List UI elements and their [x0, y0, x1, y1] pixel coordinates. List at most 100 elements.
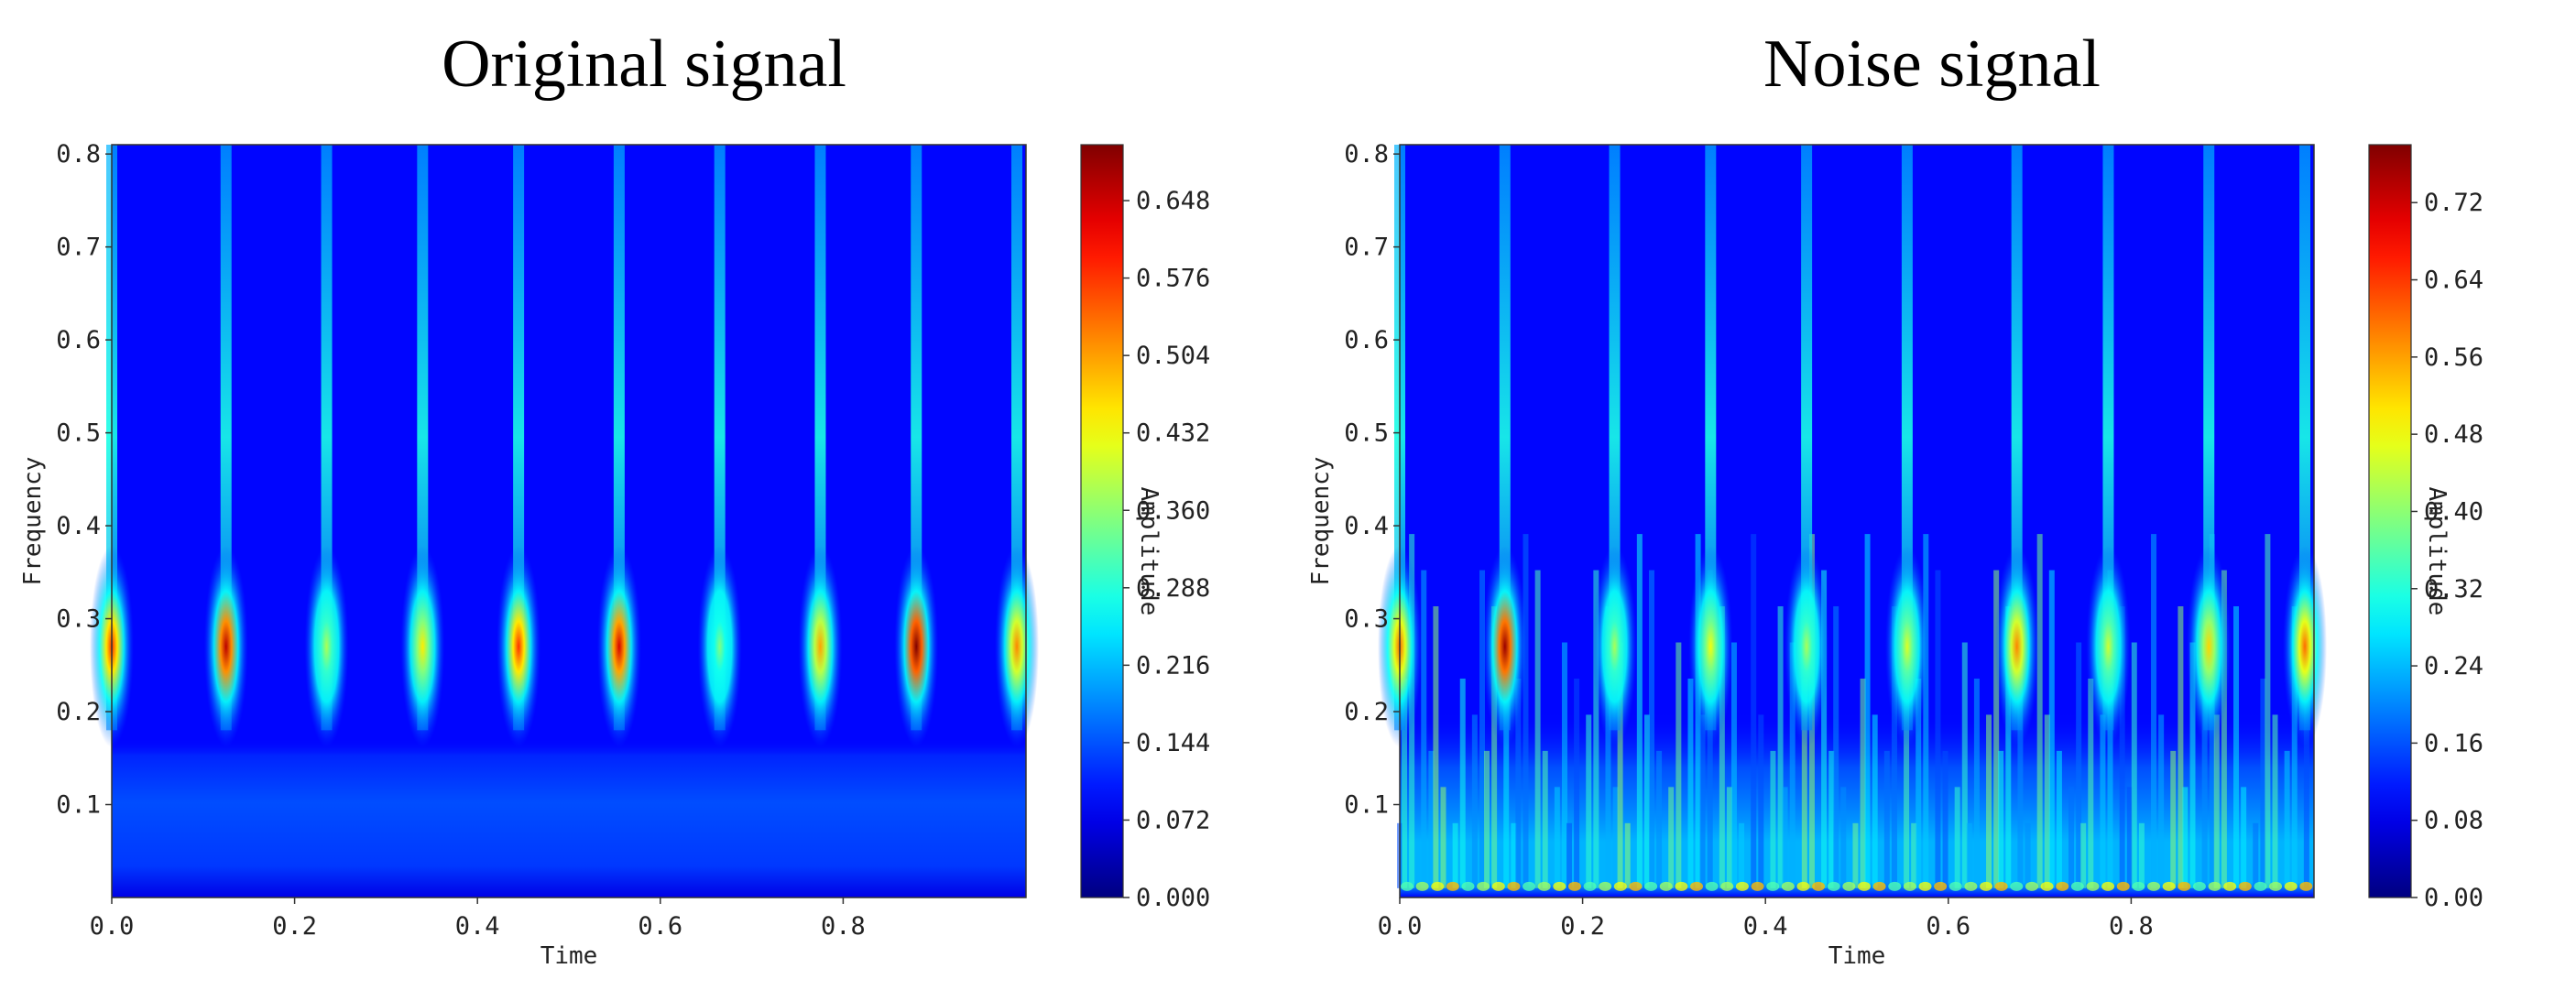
colorbar-tick-label: 0.000 [1136, 884, 1210, 912]
noise-blob [1507, 881, 1521, 891]
noise-streak [1961, 642, 1968, 888]
x-tick-label: 0.0 [90, 912, 135, 941]
y-tick-label: 0.6 [1344, 326, 1389, 354]
noise-streak [1586, 714, 1592, 888]
y-tick-label: 0.1 [1344, 791, 1389, 820]
noise-streak [1872, 714, 1878, 888]
noise-blob [1583, 881, 1597, 891]
noise-streak [2131, 642, 2137, 888]
noise-blob [1629, 881, 1643, 891]
x-tick-label: 0.8 [821, 912, 866, 941]
noise-streak [1942, 750, 1948, 888]
colorbar-tick-label: 0.40 [2424, 497, 2483, 526]
noise-streak [1561, 642, 1567, 888]
colorbar [1080, 144, 1124, 898]
noise-blob [2284, 881, 2298, 891]
event-mark [2187, 145, 2232, 747]
noise-streak [1479, 570, 1485, 888]
noise-streak [1904, 642, 1910, 888]
noise-streak [1421, 570, 1427, 888]
x-tick-label: 0.6 [1926, 912, 1970, 941]
noise-blob [2254, 881, 2267, 891]
noise-streak [2291, 606, 2298, 888]
noise-streak [1993, 570, 2000, 888]
noise-blob [1888, 881, 1902, 891]
noise-streak [1923, 534, 1929, 888]
noise-blob [1842, 881, 1856, 891]
colorbar-tick-label: 0.64 [2424, 267, 2483, 295]
noise-streak [2158, 714, 2165, 888]
noise-blob [1735, 881, 1749, 891]
noise-blob [1751, 881, 1764, 891]
event-mark [304, 145, 349, 747]
noise-streak [1523, 534, 1529, 888]
noise-streak [1643, 714, 1650, 888]
noise-blob [2178, 881, 2191, 891]
noise-blob [2056, 881, 2069, 891]
y-tick-label: 0.5 [1344, 419, 1389, 448]
noise-streak [2170, 750, 2177, 888]
noise-blob [1781, 881, 1795, 891]
y-tick-label: 0.2 [56, 698, 101, 726]
noise-streak [1840, 787, 1847, 888]
colorbar-tick-label: 0.432 [1136, 419, 1210, 448]
noise-streak [2272, 714, 2278, 888]
event-mark [1592, 145, 1637, 747]
noise-blob [1553, 881, 1566, 891]
noise-streak [2080, 822, 2087, 888]
noise-blob [2223, 881, 2237, 891]
noise-streak [1542, 750, 1548, 888]
noise-streak [2178, 606, 2184, 888]
x-tick-label: 0.4 [1743, 912, 1788, 941]
event-mark [2283, 145, 2328, 747]
noise-blob [1644, 881, 1658, 891]
noise-streak [1726, 787, 1732, 888]
y-tick-label: 0.7 [1344, 234, 1389, 262]
noise-streak [1459, 678, 1466, 888]
noise-blob [1446, 881, 1459, 891]
noise-blob [1705, 881, 1719, 891]
noise-streak [1675, 642, 1682, 888]
event-mark [798, 145, 843, 747]
panel-original-signal: Original signal 0.1 0.2 0.3 0.4 0.5 0.6 0.7 0.8… [19, 27, 1210, 970]
noise-streak [1612, 787, 1619, 888]
noise-streak [1911, 822, 1917, 888]
y-axis-label: Frequency [1307, 457, 1335, 586]
noise-streak [1433, 606, 1439, 888]
noise-blob [1872, 881, 1886, 891]
colorbar-tick-label: 0.216 [1136, 651, 1210, 680]
noise-blob [1720, 881, 1734, 891]
noise-blob [2116, 881, 2130, 891]
noise-blob [2238, 881, 2252, 891]
noise-streak [2068, 787, 2075, 888]
noise-blob [1599, 881, 1612, 891]
event-mark [995, 145, 1040, 747]
noise-blob [1613, 881, 1627, 891]
colorbar-tick-label: 0.56 [2424, 343, 2483, 372]
colorbar-tick-label: 0.72 [2424, 189, 2483, 217]
noise-streak [2201, 678, 2208, 888]
noise-blob [1980, 881, 1993, 891]
noise-streak [2119, 606, 2125, 888]
noise-streak [1617, 642, 1623, 888]
noise-blob [2132, 881, 2145, 891]
event-mark [894, 145, 939, 747]
noise-streak [2048, 570, 2055, 888]
colorbar-tick-label: 0.24 [2424, 652, 2483, 680]
noise-blob [2147, 881, 2161, 891]
colorbar-tick-label: 0.16 [2424, 729, 2483, 757]
noise-streak [2056, 750, 2062, 888]
noise-blob [2162, 881, 2176, 891]
colorbar-tick-label: 0.00 [2424, 884, 2483, 912]
colorbar-tick-label: 0.08 [2424, 807, 2483, 835]
noise-blob [1523, 881, 1536, 891]
x-tick-label: 0.6 [638, 912, 682, 941]
noise-streak [1554, 787, 1560, 888]
noise-blob [2192, 881, 2206, 891]
x-tick-label: 0.2 [272, 912, 317, 941]
colorbar-label: Amplitude [1135, 486, 1162, 615]
noise-streak [2253, 822, 2259, 888]
y-tick-label: 0.2 [1344, 698, 1389, 726]
noise-streak [1574, 678, 1580, 888]
noise-streak [1758, 714, 1764, 888]
